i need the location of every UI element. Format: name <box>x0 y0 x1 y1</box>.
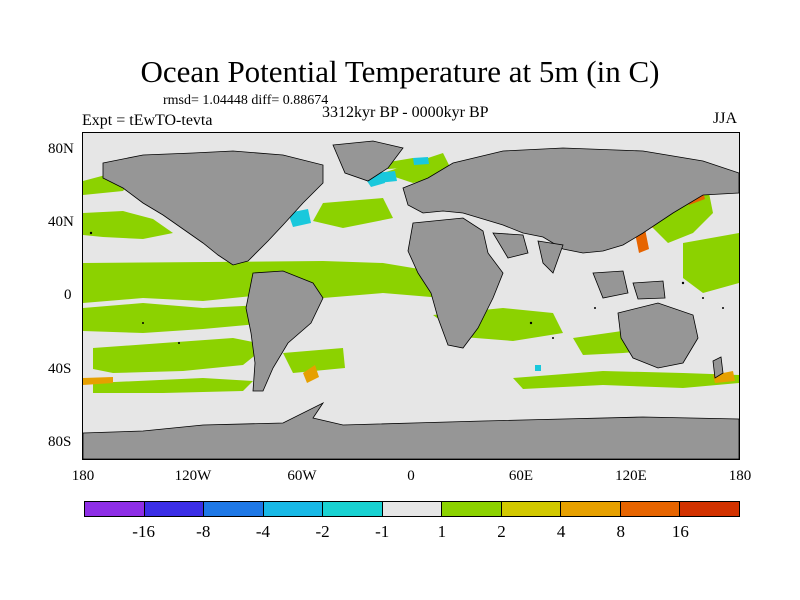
legend-tick-label: -1 <box>375 522 390 541</box>
legend-swatch <box>85 502 145 516</box>
legend-swatch <box>204 502 264 516</box>
legend-tick-label: -16 <box>132 522 155 541</box>
map-svg <box>83 140 739 459</box>
island-marks <box>89 231 724 344</box>
legend-swatch <box>263 502 324 516</box>
legend-swatch <box>680 502 740 516</box>
period-label: 3312kyr BP - 0000kyr BP <box>322 104 489 121</box>
lat-label-40s: 40S <box>48 361 72 377</box>
lat-label-80s: 80S <box>48 434 72 450</box>
legend-tick-label: 4 <box>556 522 566 541</box>
lon-label-0: 0 <box>407 468 415 484</box>
lon-label-120w: 120W <box>174 468 212 484</box>
season-label: JJA <box>713 110 738 127</box>
lat-label-0: 0 <box>64 287 72 303</box>
lon-label-180w: 180 <box>71 468 95 484</box>
lat-label-40n: 40N <box>48 214 74 230</box>
lat-label-80n: 80N <box>48 141 74 157</box>
chart-title: Ocean Potential Temperature at 5m (in C) <box>140 54 660 89</box>
land <box>83 140 739 459</box>
legend-tick-label: 16 <box>671 522 689 541</box>
color-legend-bar <box>84 501 740 517</box>
legend-swatch <box>382 502 443 516</box>
legend-swatch <box>442 502 502 516</box>
legend-tick-label: 2 <box>497 522 506 541</box>
legend-swatch <box>620 502 681 516</box>
legend-swatch <box>501 502 562 516</box>
lon-label-60w: 60W <box>287 468 317 484</box>
map-panel <box>82 132 740 460</box>
lon-label-120e: 120E <box>615 468 647 484</box>
legend-tick-label: -8 <box>196 522 211 541</box>
legend-tick-label: 8 <box>616 522 625 541</box>
legend-swatch <box>144 502 205 516</box>
legend-tick-label: 1 <box>437 522 447 541</box>
lon-label-60e: 60E <box>508 468 534 484</box>
legend-swatch <box>561 502 621 516</box>
legend-tick-label: -2 <box>315 522 330 541</box>
legend-tick-label: -4 <box>255 522 270 541</box>
stats-text: rmsd= 1.04448 diff= 0.88674 <box>163 93 329 108</box>
experiment-label: Expt = tEwTO-tevta <box>82 112 213 129</box>
lon-label-180e: 180 <box>728 468 752 484</box>
legend-swatch <box>323 502 383 516</box>
